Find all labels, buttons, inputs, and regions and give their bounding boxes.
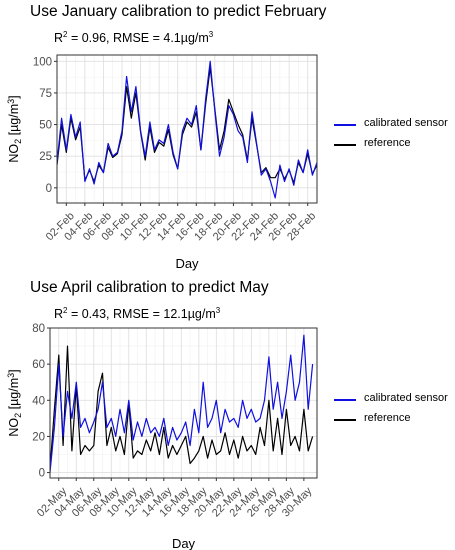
- y-tick-label: 25: [39, 151, 52, 163]
- legend-label-reference: reference: [364, 137, 411, 149]
- subtitle-sup2: 3: [208, 30, 214, 39]
- legend-swatch-calibrated: [334, 124, 356, 126]
- y-axis-label-part: [µg/m: [7, 104, 21, 139]
- chart-plot: 025507510002-Feb04-Feb06-Feb08-Feb10-Feb…: [6, 54, 318, 271]
- y-tick-label: 80: [32, 323, 45, 335]
- x-axis-label: Day: [175, 256, 199, 271]
- y-axis-label-part: 3: [6, 99, 16, 104]
- y-axis-label-part: 2: [13, 413, 23, 418]
- y-axis-label-part: 3: [6, 373, 16, 378]
- chart-title: Use January calibration to predict Febru…: [30, 3, 327, 20]
- chart-panel-february: Use January calibration to predict Febru…: [0, 0, 455, 271]
- series-line-calibrated-sensor: [57, 60, 317, 199]
- y-tick-label: 50: [39, 120, 52, 132]
- y-tick-label: 0: [46, 183, 52, 195]
- subtitle-sup: 2: [63, 30, 68, 39]
- y-tick-label: 60: [32, 359, 45, 371]
- legend-swatch-reference: [334, 419, 356, 421]
- x-axis-label: Day: [172, 536, 196, 550]
- legend-swatch-reference: [334, 144, 356, 146]
- plot-border: [56, 54, 318, 204]
- y-axis-label-part: ]: [7, 369, 21, 372]
- y-axis-label-part: [µg/m: [7, 378, 21, 413]
- y-tick-label: 75: [39, 88, 52, 100]
- y-axis-label-part: ]: [7, 95, 21, 98]
- series-line-calibrated-sensor: [50, 334, 314, 473]
- y-tick-label: 40: [32, 395, 45, 407]
- chart-subtitle: R2 = 0.43, RMSE = 12.1µg/m3: [54, 306, 220, 321]
- y-axis-label: NO2 [µg/m3]: [6, 95, 23, 162]
- legend-swatch-calibrated: [334, 399, 356, 401]
- chart-plot: 02040608002-May04-May06-May08-May10-May1…: [6, 323, 318, 550]
- legend-label-calibrated: calibrated sensor: [364, 392, 448, 404]
- y-axis-label-part: NO: [7, 418, 21, 437]
- y-tick-label: 0: [39, 468, 45, 480]
- y-axis-label: NO2 [µg/m3]: [6, 369, 23, 436]
- subtitle-sup2: 3: [215, 306, 221, 315]
- legend-label-calibrated: calibrated sensor: [364, 117, 448, 129]
- legend-label-reference: reference: [364, 412, 411, 424]
- y-tick-label: 20: [32, 431, 45, 443]
- subtitle-r: R: [54, 307, 64, 322]
- chart-subtitle: R2 = 0.96, RMSE = 4.1µg/m3: [54, 30, 213, 45]
- series-line-reference: [57, 66, 317, 184]
- subtitle-r: R: [54, 31, 64, 46]
- chart-panel-may: Use April calibration to predict May R2 …: [0, 275, 455, 550]
- plot-border: [49, 327, 318, 479]
- y-tick-label: 100: [33, 56, 52, 68]
- y-axis-label-part: 2: [13, 139, 23, 144]
- chart-title: Use April calibration to predict May: [30, 279, 269, 296]
- subtitle-text: = 0.43, RMSE = 12.1µg/m: [67, 307, 216, 322]
- plot-background: [50, 328, 317, 478]
- subtitle-sup: 2: [63, 306, 68, 315]
- y-axis-label-part: NO: [7, 144, 21, 163]
- series-line-reference: [50, 345, 314, 470]
- subtitle-text: = 0.96, RMSE = 4.1µg/m: [67, 31, 209, 46]
